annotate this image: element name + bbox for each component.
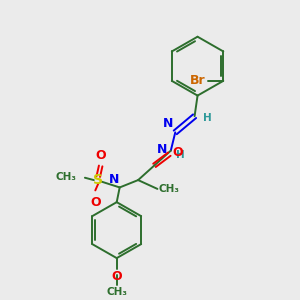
Text: O: O <box>111 271 122 284</box>
Text: CH₃: CH₃ <box>159 184 180 194</box>
Text: CH₃: CH₃ <box>106 286 127 297</box>
Text: H: H <box>203 113 212 123</box>
Text: O: O <box>90 196 101 209</box>
Text: N: N <box>109 173 120 186</box>
Text: S: S <box>93 173 103 187</box>
Text: CH₃: CH₃ <box>56 172 76 182</box>
Text: H: H <box>176 150 185 160</box>
Text: Br: Br <box>190 74 206 87</box>
Text: N: N <box>163 117 173 130</box>
Text: N: N <box>157 143 167 156</box>
Text: O: O <box>95 149 106 162</box>
Text: O: O <box>172 146 183 159</box>
